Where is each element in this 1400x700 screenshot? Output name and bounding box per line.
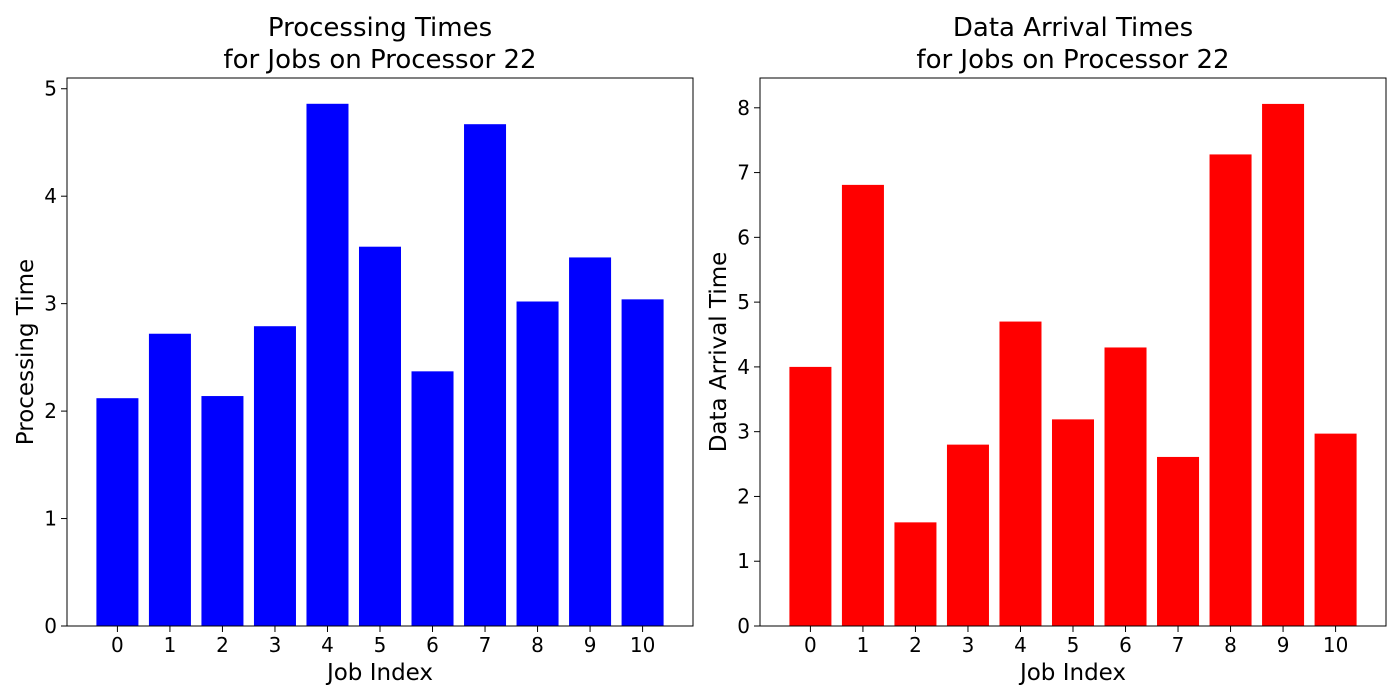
bar-job-0 xyxy=(96,398,139,626)
x-tick-label: 6 xyxy=(1119,633,1132,657)
x-tick-label: 2 xyxy=(909,633,922,657)
y-axis-label: Data Arrival Time xyxy=(706,252,732,453)
x-ticks-group: 0 1 2 3 4 5 6 7 8 9 10 xyxy=(804,626,1348,657)
bar-job-10 xyxy=(1314,433,1357,626)
chart-title-line2: for Jobs on Processor 22 xyxy=(916,45,1229,75)
bar-job-6 xyxy=(1104,347,1147,626)
bar-job-10 xyxy=(621,299,664,626)
x-tick-label: 9 xyxy=(584,633,597,657)
plot-frame xyxy=(759,77,1387,627)
y-tick-label: 2 xyxy=(737,484,750,508)
bar-job-8 xyxy=(516,301,559,626)
y-axis-label: Processing Time xyxy=(13,259,39,445)
data-arrival-times-chart: Data Arrival Times for Jobs on Processor… xyxy=(706,13,1387,686)
bar-job-4 xyxy=(306,103,349,627)
x-tick-label: 1 xyxy=(164,633,177,657)
chart-title-line1: Processing Times xyxy=(268,13,492,43)
x-tick-label: 2 xyxy=(216,633,229,657)
processing-times-chart: Processing Times for Jobs on Processor 2… xyxy=(13,13,694,686)
y-tick-label: 4 xyxy=(737,355,750,379)
x-axis-label: Job Index xyxy=(1018,660,1126,686)
bar-job-7 xyxy=(464,124,507,626)
bar-job-2 xyxy=(201,396,244,626)
x-tick-label: 5 xyxy=(374,633,387,657)
y-tick-label: 5 xyxy=(44,77,57,101)
y-tick-label: 5 xyxy=(737,290,750,314)
x-tick-label: 9 xyxy=(1277,633,1290,657)
y-tick-label: 3 xyxy=(44,292,57,316)
chart-title-line1: Data Arrival Times xyxy=(953,13,1193,43)
bar-job-5 xyxy=(1051,419,1094,626)
x-tick-label: 0 xyxy=(804,633,817,657)
x-ticks-group: 0 1 2 3 4 5 6 7 8 9 10 xyxy=(111,626,655,657)
x-tick-label: 8 xyxy=(1224,633,1237,657)
x-tick-label: 5 xyxy=(1067,633,1080,657)
bars-group xyxy=(789,103,1357,626)
x-tick-label: 8 xyxy=(531,633,544,657)
bar-job-7 xyxy=(1157,456,1200,626)
y-tick-label: 7 xyxy=(737,161,750,185)
x-tick-label: 1 xyxy=(857,633,870,657)
x-tick-label: 4 xyxy=(321,633,334,657)
y-tick-label: 0 xyxy=(737,614,750,638)
x-tick-label: 10 xyxy=(630,633,655,657)
y-ticks-group: 0 1 2 3 4 5 6 7 8 xyxy=(737,96,760,638)
x-tick-label: 4 xyxy=(1014,633,1027,657)
bar-job-1 xyxy=(148,333,191,626)
y-tick-label: 2 xyxy=(44,399,57,423)
plot-frame xyxy=(66,77,694,627)
bar-job-5 xyxy=(358,246,401,626)
bar-job-2 xyxy=(894,522,937,626)
bar-job-4 xyxy=(999,321,1042,626)
bar-job-1 xyxy=(841,184,884,626)
y-ticks-group: 0 1 2 3 4 5 xyxy=(44,77,67,638)
bar-job-0 xyxy=(789,366,832,626)
x-axis-label: Job Index xyxy=(325,660,433,686)
bar-job-3 xyxy=(946,444,989,626)
y-tick-label: 1 xyxy=(44,507,57,531)
x-tick-label: 6 xyxy=(426,633,439,657)
y-tick-label: 3 xyxy=(737,420,750,444)
x-tick-label: 3 xyxy=(269,633,282,657)
chart-title-line2: for Jobs on Processor 22 xyxy=(223,45,536,75)
y-tick-label: 0 xyxy=(44,614,57,638)
x-tick-label: 10 xyxy=(1323,633,1348,657)
bar-job-6 xyxy=(411,371,454,626)
x-tick-label: 3 xyxy=(962,633,975,657)
y-tick-label: 1 xyxy=(737,549,750,573)
bar-job-9 xyxy=(1262,103,1305,626)
bar-job-9 xyxy=(569,257,612,626)
y-tick-label: 6 xyxy=(737,225,750,249)
y-tick-label: 8 xyxy=(737,96,750,120)
x-tick-label: 0 xyxy=(111,633,124,657)
x-tick-label: 7 xyxy=(479,633,492,657)
x-tick-label: 7 xyxy=(1172,633,1185,657)
bars-group xyxy=(96,103,664,627)
bar-job-3 xyxy=(253,326,296,626)
bar-job-8 xyxy=(1209,154,1252,626)
y-tick-label: 4 xyxy=(44,184,57,208)
